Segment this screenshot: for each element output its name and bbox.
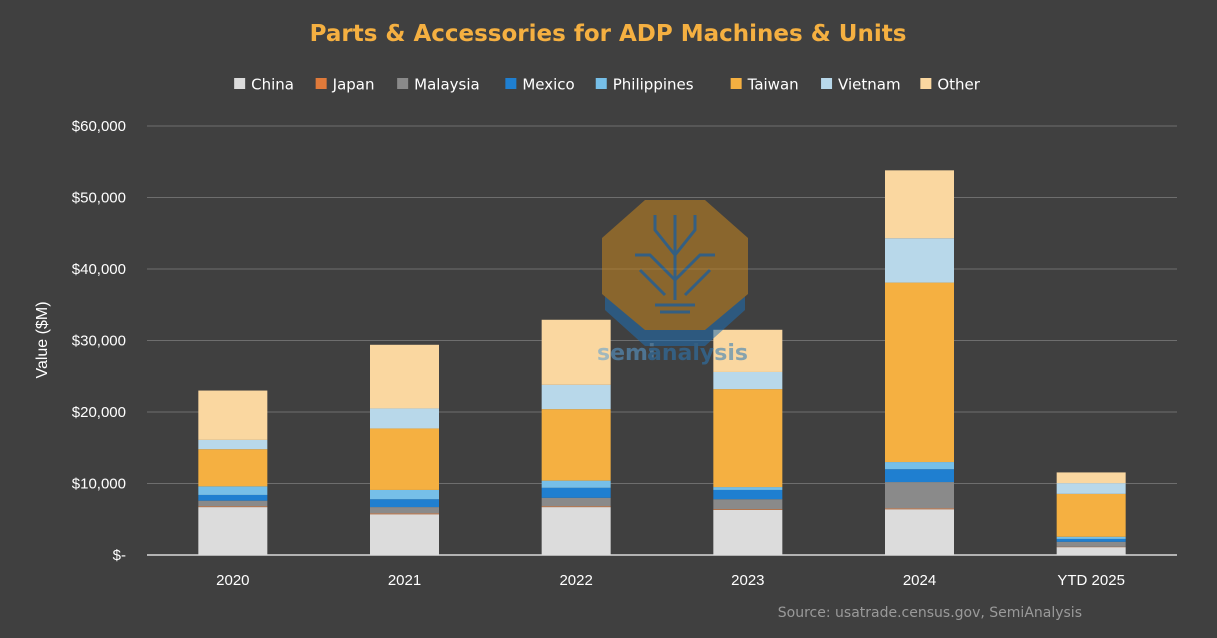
legend-label-vietnam: Vietnam bbox=[838, 76, 901, 94]
x-tick-label: 2020 bbox=[216, 572, 249, 589]
x-tick-label: 2021 bbox=[388, 572, 421, 589]
legend-label-japan: Japan bbox=[332, 76, 375, 94]
legend-label-other: Other bbox=[937, 76, 980, 94]
bar-segment-vietnam bbox=[885, 238, 954, 283]
bar-segment-philippines bbox=[1056, 536, 1126, 539]
bar-segment-japan bbox=[885, 508, 954, 510]
bar-segment-other bbox=[1056, 472, 1126, 484]
bar-segment-japan bbox=[713, 509, 783, 510]
bar-segment-malaysia bbox=[885, 482, 954, 509]
x-tick-label: YTD 2025 bbox=[1057, 572, 1125, 589]
bar-segment-vietnam bbox=[370, 408, 439, 429]
bar-segment-other bbox=[885, 170, 954, 239]
bar-segment-mexico bbox=[541, 487, 611, 498]
bar-segment-other bbox=[198, 390, 268, 440]
bar-segment-taiwan bbox=[713, 389, 783, 488]
legend-label-philippines: Philippines bbox=[613, 76, 694, 94]
bar-segment-philippines bbox=[541, 480, 611, 488]
bar-segment-japan bbox=[370, 513, 439, 515]
bar-segment-china bbox=[885, 509, 954, 555]
bar-segment-china bbox=[713, 509, 783, 555]
x-tick-label: 2022 bbox=[559, 572, 592, 589]
legend-swatch-malaysia bbox=[397, 78, 409, 89]
semianalysis-logo: semi analysis bbox=[597, 200, 748, 366]
bar-segment-other bbox=[370, 344, 439, 409]
bar-segment-taiwan bbox=[541, 409, 611, 481]
watermark-text-a: semi bbox=[597, 341, 655, 366]
bar-segment-china bbox=[1056, 547, 1126, 555]
legend-swatch-mexico bbox=[505, 78, 517, 89]
x-tick-label: 2023 bbox=[731, 572, 764, 589]
bar-segment-mexico bbox=[885, 469, 954, 483]
bar-segment-malaysia bbox=[713, 499, 783, 510]
legend-label-china: China bbox=[251, 76, 294, 94]
bar-segment-china bbox=[541, 507, 611, 555]
y-tick-label: $- bbox=[113, 547, 126, 564]
source-note: Source: usatrade.census.gov, SemiAnalysi… bbox=[778, 605, 1082, 621]
x-tick-label: 2024 bbox=[903, 572, 936, 589]
legend-swatch-other bbox=[920, 78, 932, 89]
legend-label-malaysia: Malaysia bbox=[414, 76, 480, 94]
legend-swatch-taiwan bbox=[730, 78, 742, 89]
bar-segment-taiwan bbox=[370, 428, 439, 490]
bar-segment-vietnam bbox=[1056, 483, 1126, 494]
bar-segment-malaysia bbox=[198, 500, 268, 507]
bar-segment-malaysia bbox=[370, 507, 439, 514]
bar-segment-mexico bbox=[713, 489, 783, 500]
bar-segment-philippines bbox=[713, 487, 783, 490]
legend-label-mexico: Mexico bbox=[522, 76, 574, 94]
bar-segment-philippines bbox=[198, 486, 268, 495]
bar-segment-mexico bbox=[198, 494, 268, 501]
bar-segment-vietnam bbox=[198, 439, 268, 450]
legend: China Japan Malaysia Mexico Philippines Taiwa… bbox=[234, 76, 981, 94]
bar-segment-china bbox=[198, 507, 268, 555]
y-tick-label: $10,000 bbox=[72, 476, 126, 493]
bar-segment-taiwan bbox=[198, 449, 268, 487]
bar-segment-taiwan bbox=[1056, 493, 1126, 537]
bar-segment-taiwan bbox=[885, 282, 954, 463]
y-tick-label: $40,000 bbox=[72, 261, 126, 278]
bar-segment-philippines bbox=[885, 462, 954, 470]
bar-segment-japan bbox=[541, 506, 611, 508]
y-tick-label: $60,000 bbox=[72, 118, 126, 135]
bar-segment-malaysia bbox=[541, 497, 611, 507]
y-tick-label: $50,000 bbox=[72, 190, 126, 207]
legend-swatch-japan bbox=[315, 78, 327, 89]
bar-segment-malaysia bbox=[1056, 541, 1126, 547]
bar-segment-japan bbox=[198, 506, 268, 508]
bar-segment-other bbox=[541, 319, 611, 385]
bar-segment-china bbox=[370, 514, 439, 555]
legend-label-taiwan: Taiwan bbox=[747, 76, 799, 94]
y-axis-label: Value ($M) bbox=[34, 301, 51, 378]
legend-swatch-vietnam bbox=[821, 78, 833, 89]
chart-title: Parts & Accessories for ADP Machines & U… bbox=[310, 21, 907, 47]
bar-segment-philippines bbox=[370, 489, 439, 500]
legend-swatch-china bbox=[234, 78, 246, 89]
legend-swatch-philippines bbox=[595, 78, 607, 89]
y-tick-label: $30,000 bbox=[72, 333, 126, 350]
bar-segment-vietnam bbox=[713, 371, 783, 390]
bar-segment-mexico bbox=[370, 499, 439, 508]
watermark-text-b: analysis bbox=[647, 341, 748, 366]
bar-segment-other bbox=[713, 329, 783, 372]
bar-segment-mexico bbox=[1056, 538, 1126, 542]
bars: 2020 2021 2022 2023 2024 YTD 2025 bbox=[198, 170, 1126, 589]
y-axis-ticks: $- $10,000 $20,000 $30,000 $40,000 $50,000 $60… bbox=[72, 118, 126, 564]
y-tick-label: $20,000 bbox=[72, 404, 126, 421]
bar-segment-vietnam bbox=[541, 384, 611, 410]
